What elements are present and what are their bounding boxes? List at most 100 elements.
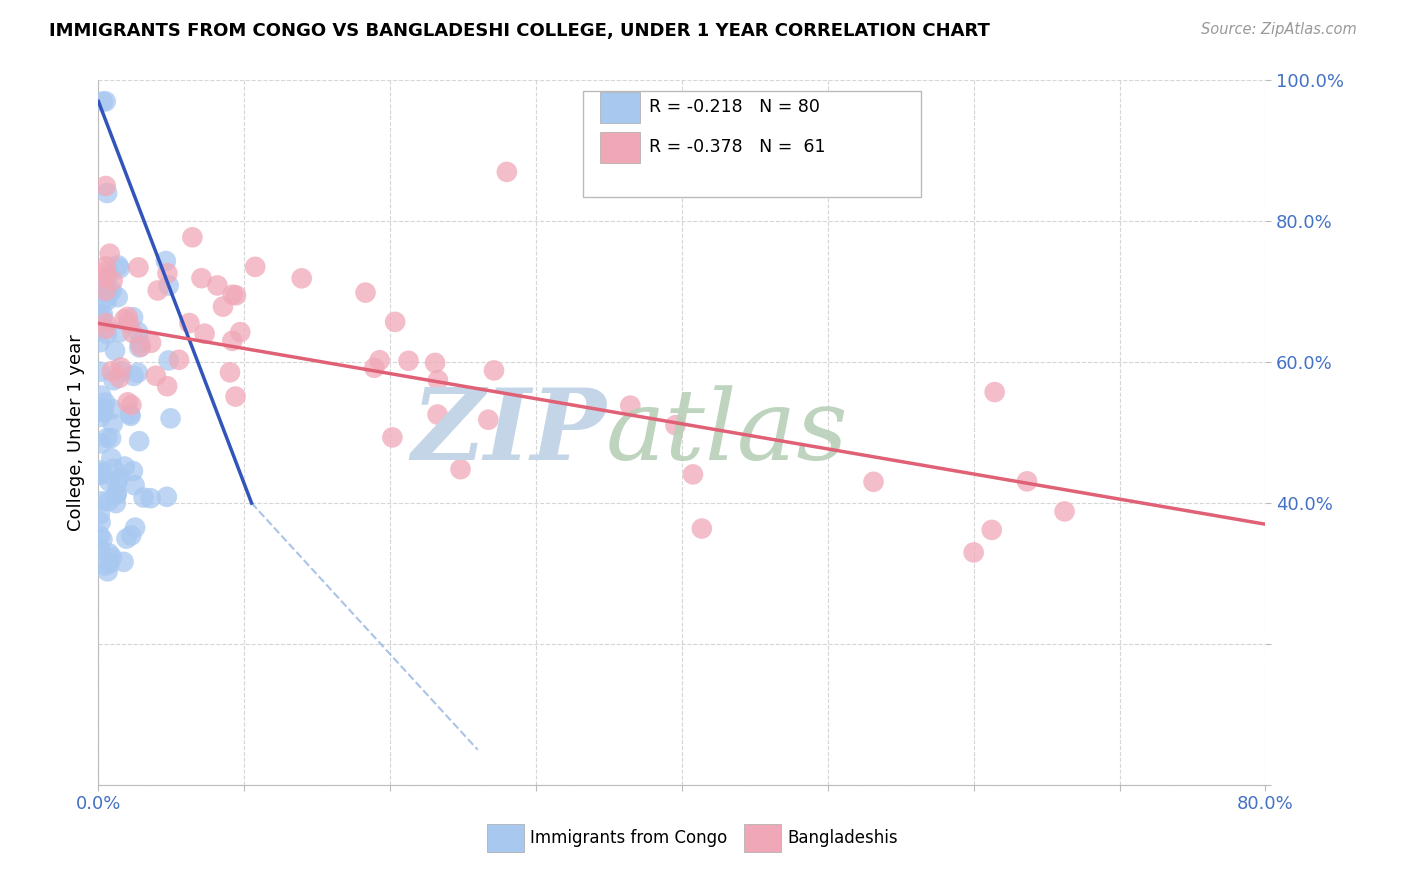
Point <box>91 95 114 109</box>
Point <box>229 325 252 339</box>
Point <box>104 343 127 358</box>
Point <box>221 334 243 348</box>
Point <box>962 545 984 559</box>
Point <box>94 558 117 573</box>
Point <box>94 322 117 336</box>
Point <box>97 494 120 508</box>
Point <box>156 490 179 504</box>
Point <box>96 431 118 445</box>
Point <box>157 278 180 293</box>
Point <box>146 284 169 298</box>
Point <box>103 373 125 387</box>
Point <box>90 436 112 450</box>
Point <box>90 516 112 530</box>
Point <box>90 388 112 402</box>
Point <box>98 557 121 571</box>
Point <box>619 399 641 413</box>
Point <box>98 246 121 260</box>
Text: Bangladeshis: Bangladeshis <box>787 829 897 847</box>
Point <box>89 335 111 350</box>
Point <box>110 360 132 375</box>
Point <box>107 290 129 304</box>
Point <box>94 178 117 194</box>
Point <box>690 522 713 536</box>
Point <box>101 274 124 288</box>
Point <box>118 407 141 421</box>
Point <box>122 310 145 325</box>
Point <box>179 316 201 330</box>
Point <box>127 366 149 380</box>
Point <box>664 418 686 433</box>
Point <box>101 550 124 565</box>
Point <box>89 528 111 542</box>
Point <box>90 322 112 336</box>
Point <box>111 364 134 378</box>
Point <box>96 282 118 296</box>
Point <box>477 413 499 427</box>
Point <box>129 340 152 354</box>
Point <box>291 271 314 285</box>
FancyBboxPatch shape <box>600 92 640 122</box>
Point <box>100 451 122 466</box>
FancyBboxPatch shape <box>582 91 921 196</box>
Point <box>983 385 1005 400</box>
Point <box>89 542 111 557</box>
Text: R = -0.378   N =  61: R = -0.378 N = 61 <box>650 138 825 156</box>
Point <box>101 417 124 431</box>
Point <box>124 478 146 492</box>
Point <box>120 528 142 542</box>
Point <box>90 404 112 418</box>
Point <box>103 461 125 475</box>
Point <box>98 268 121 282</box>
Point <box>122 368 145 383</box>
Point <box>450 462 472 476</box>
Point <box>384 315 406 329</box>
Point <box>980 523 1002 537</box>
Point <box>105 476 128 491</box>
Point <box>128 434 150 449</box>
Point <box>426 408 449 422</box>
Point <box>104 496 127 510</box>
Point <box>89 271 111 285</box>
Point <box>219 365 242 379</box>
Point <box>101 284 124 298</box>
Point <box>117 316 139 330</box>
Point <box>89 365 111 379</box>
Text: Source: ZipAtlas.com: Source: ZipAtlas.com <box>1201 22 1357 37</box>
Point <box>98 285 121 300</box>
Point <box>127 325 149 339</box>
Point <box>181 230 204 244</box>
Point <box>107 259 129 273</box>
Point <box>139 491 162 506</box>
Point <box>114 312 136 326</box>
Point <box>89 467 111 482</box>
Point <box>115 532 138 546</box>
Point <box>426 373 449 387</box>
Point <box>159 411 181 425</box>
Point <box>101 402 124 417</box>
Point <box>91 401 114 415</box>
Point <box>89 508 111 522</box>
Point <box>91 311 114 326</box>
Point <box>124 520 146 534</box>
Point <box>224 390 246 404</box>
Point <box>1015 475 1038 489</box>
Text: IMMIGRANTS FROM CONGO VS BANGLADESHI COLLEGE, UNDER 1 YEAR CORRELATION CHART: IMMIGRANTS FROM CONGO VS BANGLADESHI COL… <box>49 22 990 40</box>
Point <box>120 398 142 412</box>
Point <box>117 395 139 409</box>
Point <box>167 352 190 367</box>
Text: Immigrants from Congo: Immigrants from Congo <box>530 829 727 847</box>
Point <box>155 254 177 268</box>
Point <box>145 368 167 383</box>
Point <box>1053 504 1076 518</box>
Point <box>98 475 121 489</box>
Point <box>129 335 152 350</box>
Point <box>381 430 404 444</box>
Point <box>157 353 180 368</box>
Point <box>91 307 114 321</box>
Point <box>94 259 117 273</box>
Text: atlas: atlas <box>606 385 849 480</box>
Point <box>121 326 143 340</box>
Point <box>94 395 117 409</box>
Point <box>94 265 117 279</box>
